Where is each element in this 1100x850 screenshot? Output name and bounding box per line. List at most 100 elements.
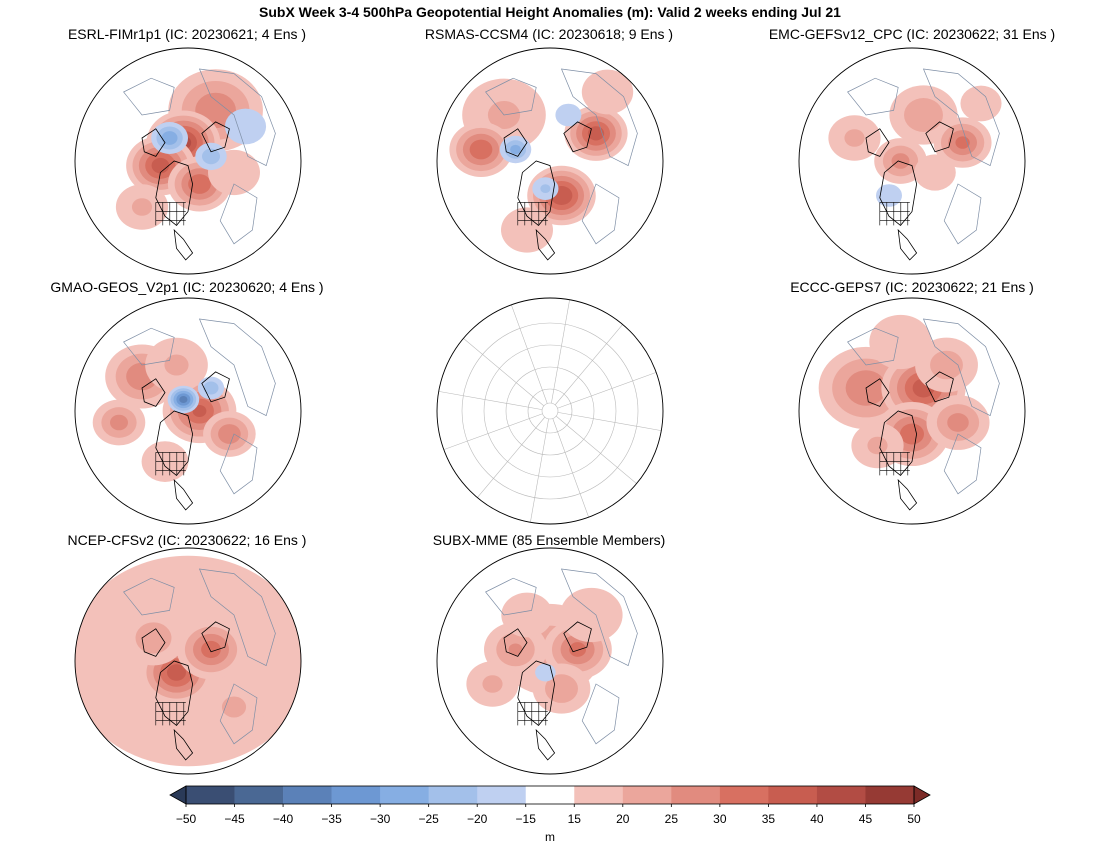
- coastline-north-america: [155, 410, 194, 476]
- map-boundary: [436, 297, 664, 525]
- panel-title-eccc: ECCC-GEPS7 (IC: 20230622; 21 Ens ): [790, 279, 1034, 295]
- map-mme: [436, 547, 664, 775]
- colorbar-tick-label: 45: [858, 812, 873, 826]
- anomaly-contour: [201, 640, 221, 659]
- anomaly-contour: [179, 395, 188, 404]
- coastline-north-america: [563, 121, 592, 153]
- coastline-other: [123, 77, 175, 116]
- colorbar-tick-label: −20: [467, 812, 488, 826]
- coastline-other: [581, 683, 620, 745]
- coastline-other: [847, 327, 899, 366]
- coastline-north-america: [535, 228, 556, 261]
- colorbar-swatch: [622, 786, 672, 804]
- map-eccc: [798, 297, 1026, 525]
- colorbar-swatch: [283, 786, 332, 804]
- anomaly-contour: [188, 174, 211, 194]
- anomaly-contour: [930, 350, 963, 380]
- anomaly-contour: [166, 664, 187, 681]
- colorbar-swatch: [331, 786, 381, 804]
- colorbar-swatch: [574, 786, 624, 804]
- coastline-north-america: [517, 660, 556, 726]
- colorbar-unit-label: m: [545, 830, 555, 844]
- colorbar-tick-label: 20: [616, 812, 630, 826]
- panel-title-gmao: GMAO-GEOS_V2p1 (IC: 20230620; 4 Ens ): [50, 279, 324, 295]
- coastline-north-america: [925, 371, 954, 403]
- anomaly-contour: [899, 423, 925, 445]
- coastline-north-america: [141, 378, 166, 407]
- colorbar-tick-label: −35: [321, 812, 342, 826]
- meridian-line: [530, 418, 549, 523]
- anomaly-contour: [555, 103, 582, 127]
- anomaly-contour: [914, 154, 956, 191]
- coastline-north-america: [879, 410, 918, 476]
- colorbar-tick-label: 40: [810, 812, 824, 826]
- anomaly-contour: [192, 404, 207, 418]
- latitude-circle: [461, 322, 639, 500]
- meridian-line: [443, 413, 543, 450]
- anomaly-contour: [867, 436, 888, 455]
- colorbar-swatch: [719, 786, 769, 804]
- anomaly-contour: [587, 126, 605, 141]
- colorbar-swatch: [428, 786, 478, 804]
- coastline-north-america: [503, 128, 528, 157]
- coastline-other: [922, 68, 1000, 167]
- coastline-other: [581, 183, 620, 245]
- map-boundary: [436, 47, 664, 275]
- coastline-north-america: [517, 160, 556, 226]
- anomaly-contour: [891, 153, 910, 169]
- colorbar-tick-label: −50: [175, 812, 197, 826]
- anomaly-contour: [164, 354, 189, 376]
- coastline-other: [560, 68, 638, 167]
- anomaly-contour: [545, 674, 578, 703]
- colorbar-tick-label: 15: [567, 812, 581, 826]
- colorbar-tick-label: −30: [369, 812, 391, 826]
- coastline-north-america: [503, 628, 528, 657]
- coastline-north-america: [535, 728, 556, 761]
- colorbar: [169, 785, 931, 807]
- anomaly-contour: [151, 157, 170, 174]
- colorbar-tick-label: −25: [418, 812, 439, 826]
- coastline-north-america: [925, 121, 954, 153]
- anomaly-contour: [218, 424, 241, 444]
- coastline-north-america: [155, 160, 194, 226]
- coastline-other: [943, 183, 982, 245]
- anomaly-contour: [581, 69, 634, 115]
- colorbar-swatch: [671, 786, 721, 804]
- anomaly-contour: [535, 663, 556, 682]
- colorbar-over-arrow: [913, 785, 931, 805]
- anomaly-contour: [875, 184, 903, 207]
- map-boundary: [798, 297, 1026, 525]
- latitude-circle: [505, 366, 595, 456]
- anomaly-contour: [569, 642, 587, 657]
- colorbar-swatch: [477, 786, 527, 804]
- anomaly-contour: [955, 136, 970, 149]
- colorbar-swatch: [186, 786, 235, 804]
- coastline-other: [943, 433, 982, 495]
- coastline-other: [847, 77, 899, 116]
- panel-title-mme: SUBX-MME (85 Ensemble Members): [432, 532, 666, 548]
- anomaly-contour: [508, 643, 523, 656]
- panel-title-rsmas: RSMAS-CCSM4 (IC: 20230618; 9 Ens ): [424, 26, 674, 42]
- map-boundary: [436, 547, 664, 775]
- anomaly-contour: [501, 592, 553, 638]
- coastline-north-america: [897, 478, 918, 511]
- meridian-line: [557, 412, 662, 431]
- coastline-other: [922, 318, 1000, 417]
- coastline-north-america: [563, 621, 592, 653]
- anomaly-contour: [500, 207, 554, 253]
- anomaly-contour: [104, 684, 157, 730]
- coastline-other: [485, 577, 537, 616]
- map-boundary: [74, 47, 302, 275]
- coastline-other: [123, 327, 175, 366]
- panel-title-esrl: ESRL-FIMr1p1 (IC: 20230621; 4 Ens ): [67, 26, 307, 42]
- map-emc: [798, 47, 1026, 275]
- meridian-line: [463, 338, 545, 407]
- map-esrl: [74, 47, 302, 275]
- map-boundary: [798, 47, 1026, 275]
- coastline-north-america: [865, 128, 890, 157]
- main-title: SubX Week 3-4 500hPa Geopotential Height…: [259, 4, 841, 20]
- meridian-line: [554, 324, 623, 406]
- anomaly-contour: [110, 414, 128, 431]
- meridian-line: [551, 299, 570, 404]
- meridian-line: [511, 304, 548, 404]
